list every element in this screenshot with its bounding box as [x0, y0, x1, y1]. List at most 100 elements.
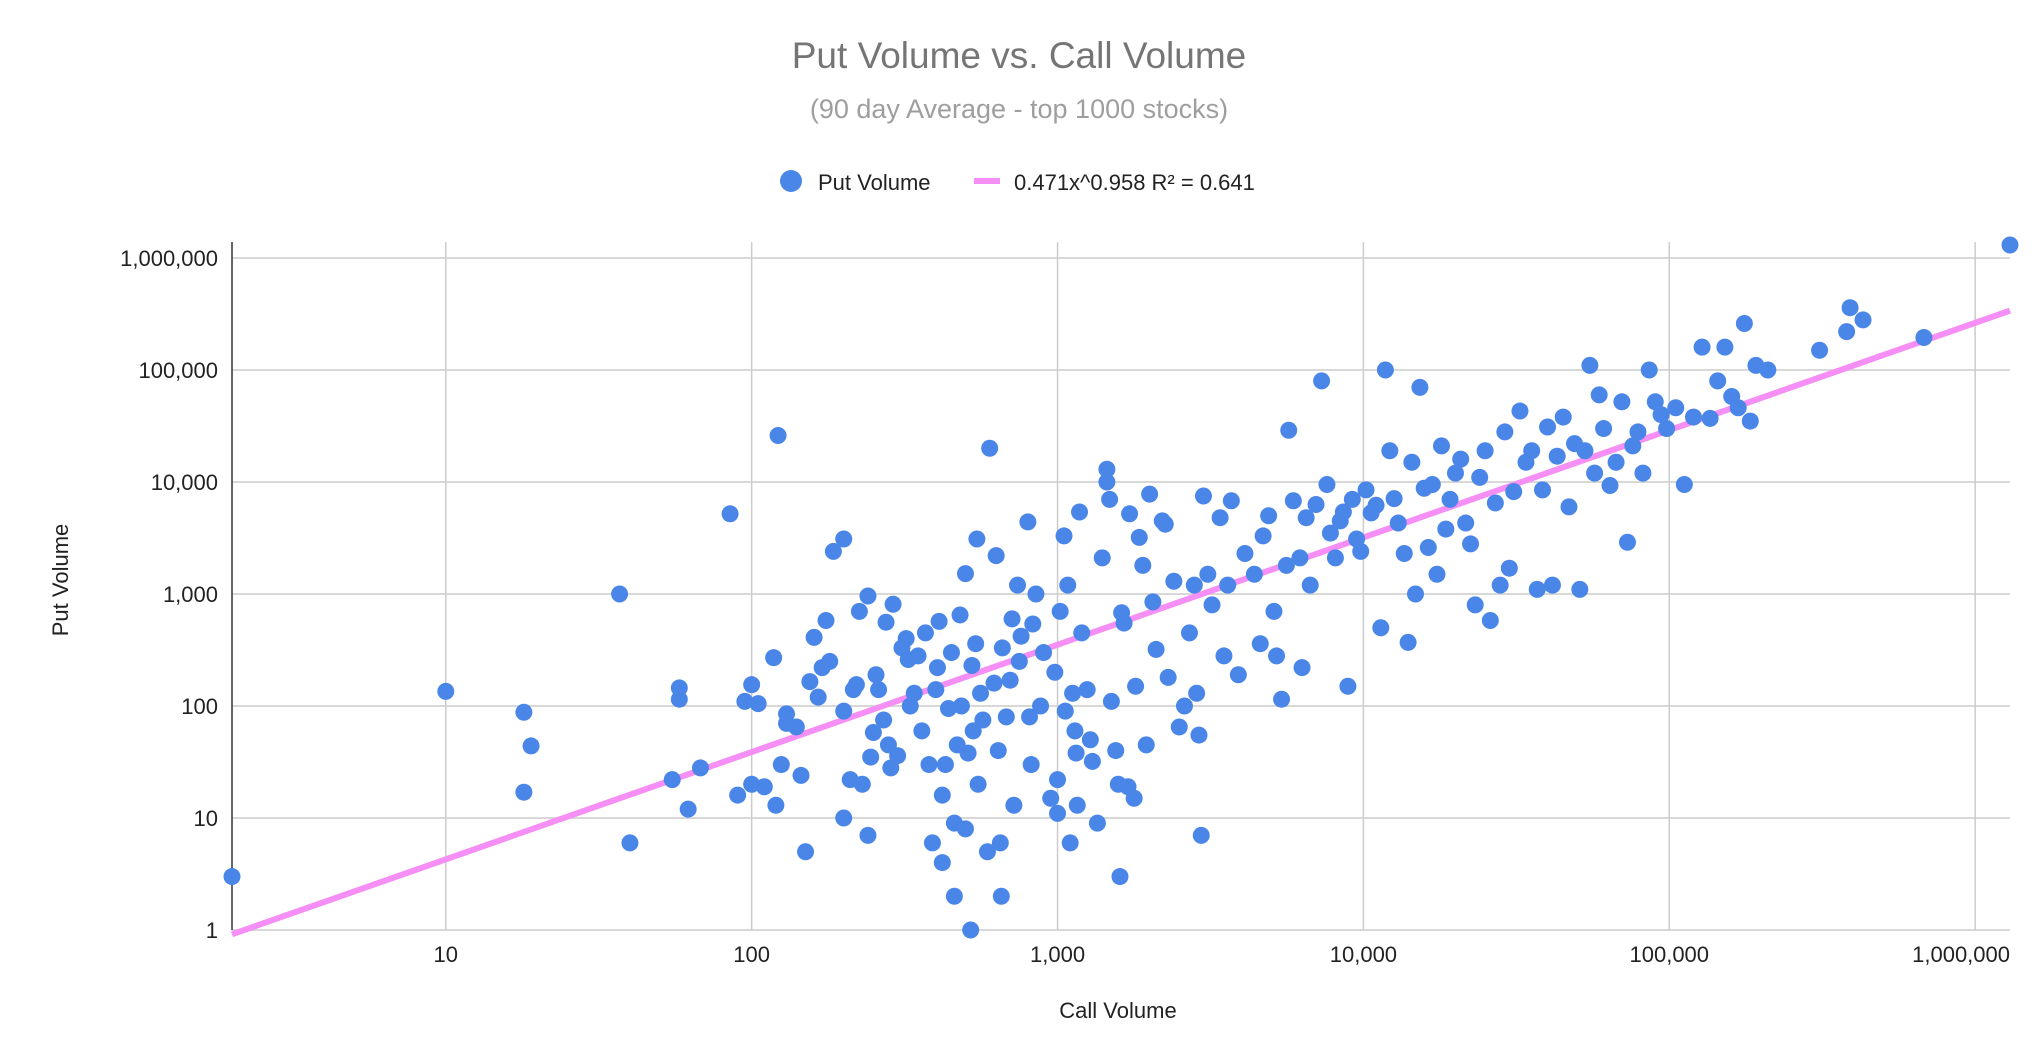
scatter-point: [1399, 633, 1417, 651]
scatter-point: [964, 722, 982, 740]
scatter-point: [1127, 677, 1145, 695]
scatter-point: [963, 656, 981, 674]
scatter-point: [1088, 814, 1106, 832]
scatter-point: [1175, 697, 1193, 715]
scatter-point: [853, 775, 871, 793]
scatter-point: [1466, 596, 1484, 614]
scatter-point: [437, 682, 455, 700]
legend-marker-put-volume: [780, 170, 802, 192]
scatter-point: [1012, 627, 1030, 645]
scatter-point: [1389, 514, 1407, 532]
scatter-point: [1236, 544, 1254, 562]
scatter-point: [767, 796, 785, 814]
scatter-point: [1111, 868, 1129, 886]
scatter-point: [743, 775, 761, 793]
scatter-point: [936, 756, 954, 774]
scatter-point: [1121, 505, 1139, 523]
chart-title: Put Volume vs. Call Volume: [792, 35, 1247, 76]
scatter-point: [1741, 412, 1759, 430]
scatter-point: [1293, 659, 1311, 677]
scatter-point: [1022, 756, 1040, 774]
scatter-point: [1005, 796, 1023, 814]
scatter-point: [901, 697, 919, 715]
scatter-point: [968, 530, 986, 548]
scatter-point: [1576, 442, 1594, 460]
scatter-point: [1185, 576, 1203, 594]
scatter-point: [1049, 771, 1067, 789]
scatter-point: [1260, 507, 1278, 525]
x-tick-label: 100,000: [1630, 942, 1710, 967]
scatter-point: [967, 635, 985, 653]
scatter-point: [989, 742, 1007, 760]
scatter-point: [835, 809, 853, 827]
scatter-point: [1500, 559, 1518, 577]
scatter-point: [1199, 565, 1217, 583]
scatter-point: [913, 722, 931, 740]
scatter-point: [1432, 437, 1450, 455]
scatter-point: [801, 673, 819, 691]
scatter-point: [923, 834, 941, 852]
scatter-point: [1049, 804, 1067, 822]
scatter-point: [1652, 406, 1670, 424]
scatter-point: [743, 676, 761, 694]
scatter-point: [909, 647, 927, 665]
scatter-point: [611, 585, 629, 603]
scatter-point: [1841, 299, 1859, 317]
scatter-point: [1051, 602, 1069, 620]
scatter-point: [1491, 576, 1509, 594]
scatter-point: [1441, 490, 1459, 508]
scatter-point: [1505, 483, 1523, 501]
scatter-point: [1277, 556, 1295, 574]
scatter-point: [1457, 514, 1475, 532]
scatter-point: [1476, 442, 1494, 460]
scatter-point: [1194, 487, 1212, 505]
scatter-point: [993, 639, 1011, 657]
x-tick-label: 100: [733, 942, 770, 967]
scatter-point: [1056, 702, 1074, 720]
scatter-point: [1245, 565, 1263, 583]
scatter-point: [1192, 826, 1210, 844]
scatter-point: [945, 887, 963, 905]
x-tick-label: 10: [434, 942, 458, 967]
scatter-point: [1078, 681, 1096, 699]
scatter-point: [1646, 393, 1664, 411]
scatter-point: [1291, 549, 1309, 567]
scatter-point: [1083, 752, 1101, 770]
scatter-point: [1581, 356, 1599, 374]
scatter-point: [1068, 796, 1086, 814]
scatter-point: [1265, 602, 1283, 620]
scatter-point: [1318, 475, 1336, 493]
scatter-point: [1219, 576, 1237, 594]
scatter-point: [1560, 498, 1578, 516]
scatter-point: [875, 711, 893, 729]
scatter-point: [1180, 624, 1198, 642]
scatter-point: [862, 748, 880, 766]
scatter-point: [1042, 789, 1060, 807]
scatter-point: [927, 681, 945, 699]
scatter-point: [1159, 668, 1177, 686]
scatter-point: [1528, 580, 1546, 598]
scatter-point: [847, 676, 865, 694]
scatter-point: [1313, 372, 1331, 390]
x-tick-label: 1,000,000: [1912, 942, 2010, 967]
scatter-point: [1098, 460, 1116, 478]
scatter-point: [956, 565, 974, 583]
scatter-point: [515, 703, 533, 721]
scatter-point: [1147, 640, 1165, 658]
scatter-point: [809, 688, 827, 706]
scatter-point: [2001, 236, 2019, 254]
scatter-point: [223, 868, 241, 886]
scatter-point: [1607, 453, 1625, 471]
scatter-point: [1496, 423, 1514, 441]
scatter-point: [864, 723, 882, 741]
scatter-point: [721, 505, 739, 523]
scatter-point: [997, 708, 1015, 726]
scatter-point: [1446, 464, 1464, 482]
y-tick-label: 100: [181, 694, 218, 719]
scatter-point: [1352, 542, 1370, 560]
chart-subtitle: (90 day Average - top 1000 stocks): [810, 94, 1228, 124]
scatter-point: [1571, 580, 1589, 598]
scatter-point: [769, 427, 787, 445]
